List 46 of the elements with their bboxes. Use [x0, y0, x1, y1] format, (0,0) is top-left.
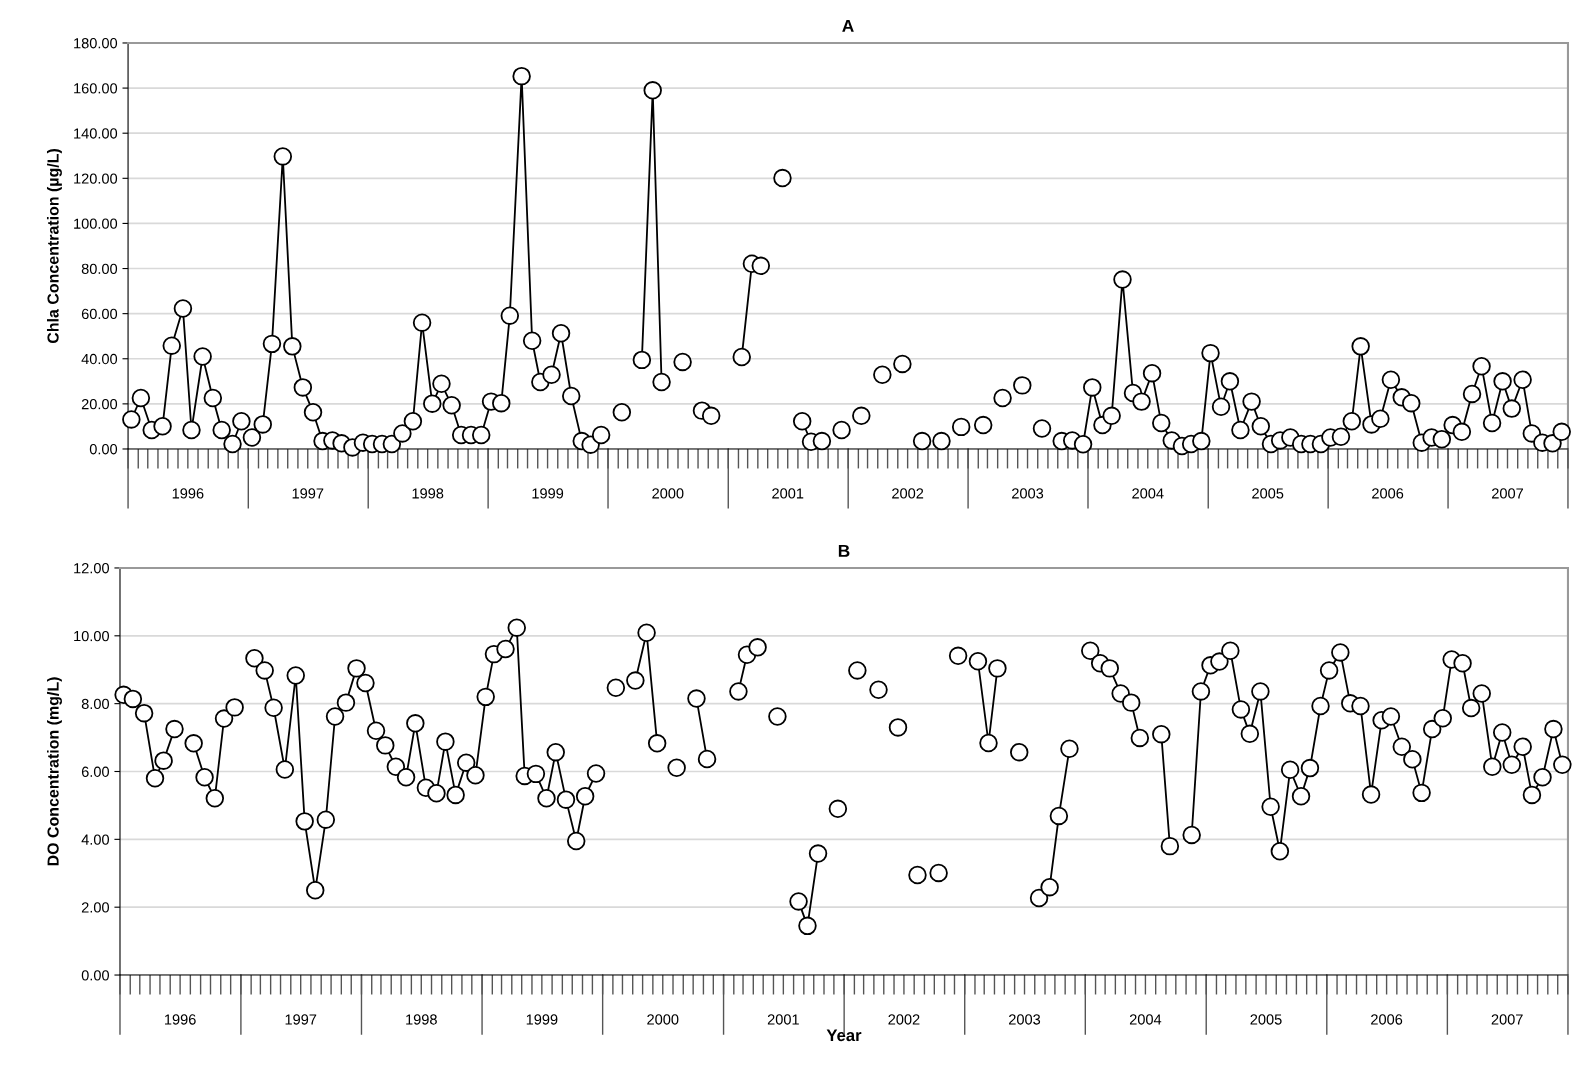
y-tick-label: 0.00 [89, 444, 118, 455]
x-tick-label: 1997 [285, 1014, 317, 1025]
x-tick-label: 2007 [1491, 1014, 1523, 1025]
x-tick-label: 1997 [292, 488, 324, 499]
y-tick-label: 60.00 [81, 308, 118, 320]
x-tick-label: 2001 [772, 488, 804, 499]
chart-title: B [838, 544, 850, 557]
y-tick-label: 10.00 [74, 630, 110, 642]
y-tick-label: 120.00 [74, 173, 118, 184]
x-tick-label: 1999 [532, 488, 564, 499]
x-tick-label: 2003 [1012, 488, 1044, 499]
x-tick-label: 1998 [406, 1014, 437, 1025]
x-tick-label: 2002 [888, 1014, 920, 1025]
x-tick-label: 1996 [172, 488, 204, 499]
y-tick-label: 80.00 [81, 263, 118, 274]
y-tick-label: 180.00 [74, 38, 118, 49]
x-tick-label: 2000 [652, 488, 684, 499]
chart-title: A [842, 19, 854, 32]
y-tick-label: 6.00 [81, 766, 110, 777]
y-tick-label: 0.00 [81, 970, 110, 981]
y-tick-label: 4.00 [81, 834, 110, 845]
x-tick-label: 2000 [647, 1014, 679, 1025]
x-tick-label: 2004 [1132, 488, 1164, 499]
y-tick-label: 140.00 [74, 128, 118, 139]
y-axis-title: Chla Concentration (µg/L) [46, 149, 62, 344]
y-tick-label: 40.00 [81, 353, 118, 365]
x-tick-label: 2003 [1009, 1014, 1041, 1025]
x-axis-title: Year [826, 1029, 862, 1042]
x-tick-label: 2007 [1492, 488, 1523, 499]
x-tick-label: 2004 [1129, 1014, 1162, 1025]
x-tick-label: 2005 [1250, 1014, 1282, 1025]
x-tick-label: 1998 [412, 488, 444, 499]
x-tick-label: 1999 [526, 1014, 558, 1025]
x-tick-label: 2006 [1371, 1014, 1403, 1025]
y-tick-label: 2.00 [81, 902, 110, 913]
x-tick-label: 2005 [1252, 488, 1284, 499]
x-tick-label: 1996 [165, 1014, 196, 1025]
y-axis-title: DO Concentration (mg/L) [47, 677, 62, 866]
y-tick-label: 12.00 [74, 563, 110, 574]
x-tick-label: 2001 [767, 1014, 799, 1025]
x-tick-label: 2002 [892, 488, 924, 499]
y-tick-label: 100.00 [74, 218, 118, 229]
y-tick-label: 8.00 [81, 698, 110, 710]
y-tick-label: 20.00 [81, 398, 118, 410]
x-tick-label: 2006 [1372, 488, 1404, 499]
y-tick-label: 160.00 [74, 83, 118, 94]
